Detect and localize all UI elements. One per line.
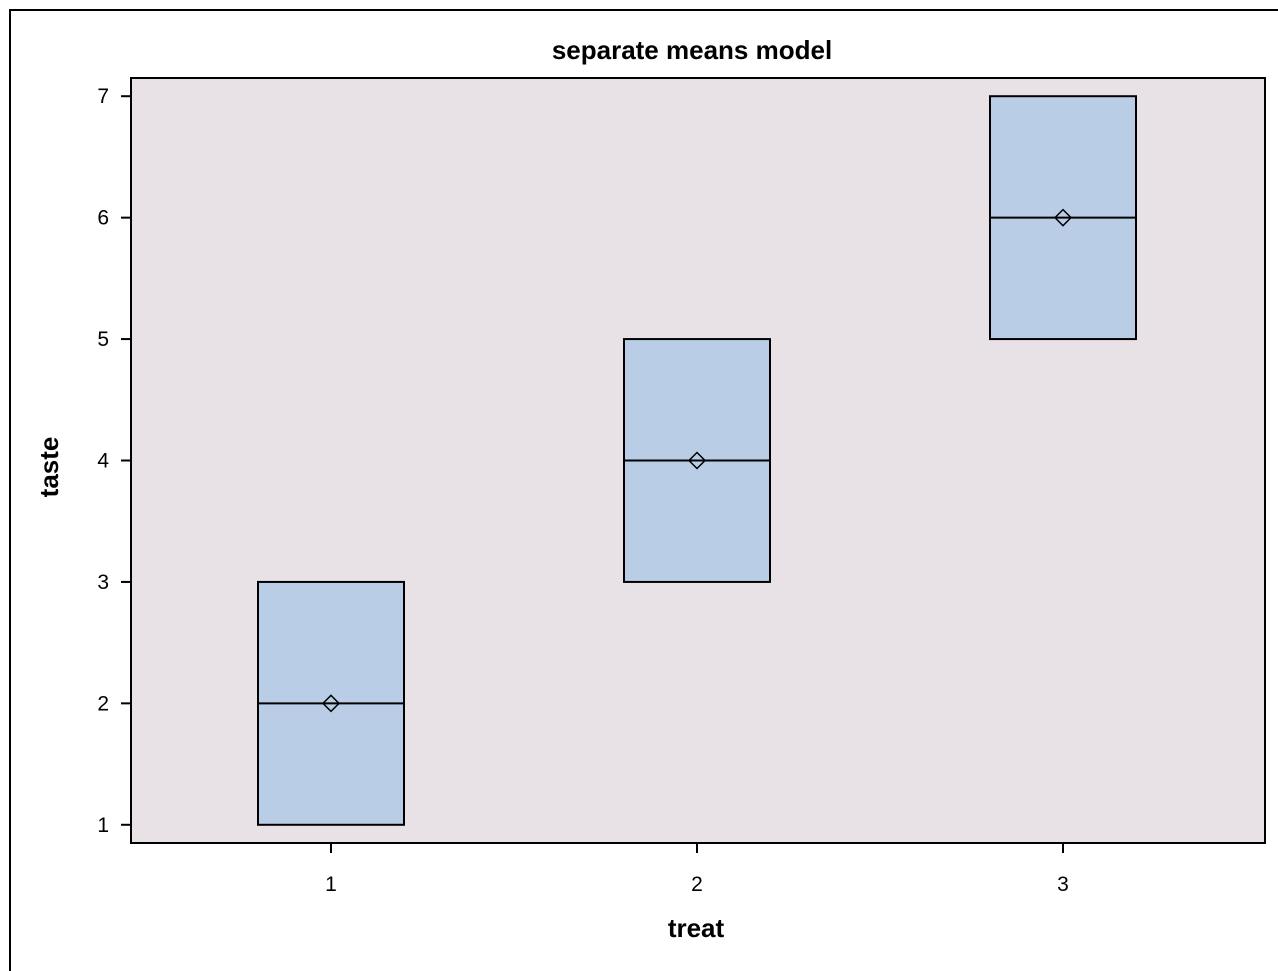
y-tick-label: 1 — [97, 814, 109, 837]
mean-marker-2 — [687, 451, 707, 470]
mean-marker-3 — [1053, 208, 1073, 227]
y-tick-label: 6 — [97, 207, 109, 230]
y-tick-label: 3 — [97, 571, 109, 594]
x-tick-label: 3 — [1057, 873, 1069, 896]
y-axis-label: taste — [34, 437, 64, 498]
chart-title: separate means model — [552, 35, 832, 65]
y-tick-label: 5 — [97, 328, 109, 351]
chart-frame — [9, 9, 1278, 971]
plot-area-border — [130, 77, 1266, 844]
x-tick-label: 1 — [325, 873, 337, 896]
y-tick-label: 2 — [97, 692, 109, 715]
x-tick-label: 2 — [691, 873, 703, 896]
x-axis-label: treat — [668, 913, 725, 943]
mean-marker-1 — [321, 694, 341, 713]
plot-layer: 1 2 3 4 5 6 7 1 2 3 — [97, 77, 1266, 896]
y-tick-label: 7 — [97, 85, 109, 108]
y-tick-label: 4 — [97, 450, 109, 473]
